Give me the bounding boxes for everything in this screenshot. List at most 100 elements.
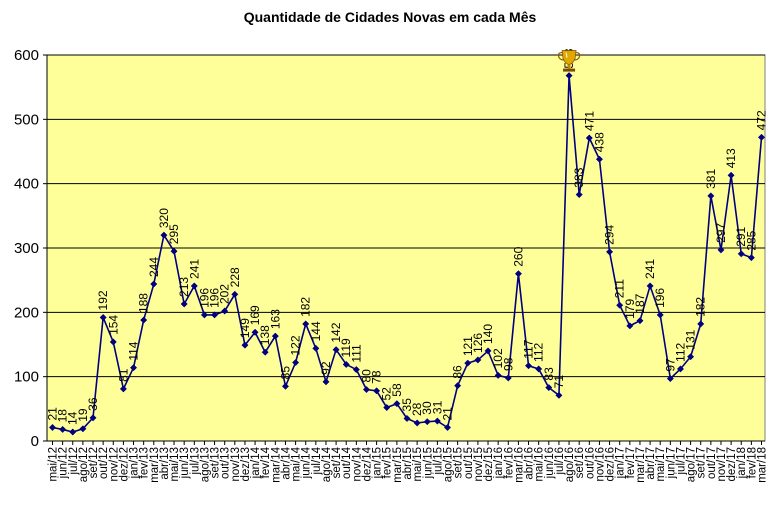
data-point [393,400,401,408]
data-label: 187 [633,293,647,313]
data-point [454,382,462,390]
y-tick-label: 0 [31,433,39,450]
x-axis-ticks: mai/12jun/12jul/12ago/12set/12out/12nov/… [48,446,769,482]
data-point [443,423,452,432]
x-tick-label: out/14 [341,446,353,479]
data-point [292,358,300,367]
data-point [69,428,77,436]
data-point [423,418,431,426]
data-label: 297 [714,223,728,243]
data-point [656,311,664,319]
data-label: 36 [86,397,100,411]
x-tick-label: ago/13 [199,447,211,482]
x-tick-label: jun/16 [544,447,556,479]
data-label: 111 [349,344,363,363]
data-labels: 2118141936192154811141882443202952132411… [46,48,769,425]
x-tick-label: fev/17 [625,447,637,478]
data-label: 192 [96,290,110,310]
series-markers [48,72,766,436]
x-tick-label: out/17 [706,447,718,479]
x-tick-label: dez/12 [118,447,130,482]
data-label: 294 [603,225,617,245]
data-label: 211 [613,279,627,298]
data-point [129,364,138,372]
data-label: 381 [704,169,718,189]
data-label: 182 [694,297,708,317]
data-label: 30 [420,401,434,415]
data-point [555,391,563,399]
data-point [707,192,715,200]
data-label: 112 [673,342,687,361]
data-label: 188 [137,293,151,313]
x-tick-label: nov/13 [230,447,242,482]
x-tick-label: nov/16 [594,447,606,482]
x-tick-label: jun/14 [301,446,313,479]
data-label: 80 [359,369,373,383]
x-tick-label: jan/16 [493,447,505,479]
x-tick-label: dez/15 [483,447,495,482]
x-tick-label: out/15 [463,447,475,479]
data-label: 102 [491,348,505,368]
data-label: 71 [552,375,566,389]
data-label: 413 [724,148,738,168]
x-tick-label: jul/12 [68,447,80,476]
x-tick-label: set/13 [210,447,222,478]
x-tick-label: abr/17 [645,447,657,480]
data-point [606,248,614,256]
data-label: 86 [451,365,465,379]
x-tick-label: jul/15 [432,447,444,476]
data-point [271,332,279,340]
data-label: 471 [582,111,596,131]
data-label: 122 [289,335,303,355]
data-point [59,425,67,433]
data-point [251,328,259,336]
y-tick-label: 500 [14,111,39,128]
x-tick-label: set/12 [88,447,100,478]
x-tick-label: set/14 [331,446,343,478]
data-point [535,365,543,373]
data-point [484,347,492,355]
x-tick-label: jul/14 [311,446,323,475]
x-tick-label: ago/12 [78,447,90,482]
data-label: 142 [329,322,343,342]
data-point [464,359,472,367]
x-tick-label: abr/13 [159,447,171,480]
x-tick-label: nov/14 [351,446,363,481]
data-point [565,72,573,80]
data-point [241,341,249,349]
data-label: 144 [309,321,323,341]
data-label: 21 [441,407,455,421]
x-tick-label: fev/18 [746,447,758,478]
x-tick-label: fev/13 [139,447,151,478]
axes [43,54,765,445]
data-point [150,280,158,288]
data-point [504,374,512,382]
x-tick-label: set/15 [453,447,465,478]
trophy-icon [557,50,581,72]
y-tick-label: 300 [14,240,39,257]
x-tick-label: jun/15 [422,447,434,479]
x-tick-label: jun/17 [665,447,677,479]
data-point [757,133,766,141]
data-point [200,311,208,319]
data-label: 138 [258,325,272,345]
data-label: 31 [430,400,444,414]
y-tick-label: 600 [14,47,39,64]
data-point [352,366,360,374]
data-point [666,375,674,383]
data-point [747,254,755,262]
x-tick-label: fev/14 [260,446,272,478]
data-point [585,134,593,142]
data-label: 98 [501,357,515,371]
x-tick-label: mai/15 [412,447,424,482]
data-label: 163 [268,309,282,329]
x-tick-label: jan/18 [736,447,748,479]
x-tick-label: mai/13 [169,447,181,482]
x-tick-label: mar/16 [513,447,525,483]
y-tick-label: 100 [14,369,39,386]
gridlines [47,54,765,378]
data-label: 92 [319,361,333,375]
data-point [302,320,310,328]
x-tick-label: jul/16 [554,447,566,476]
data-point [362,385,371,394]
